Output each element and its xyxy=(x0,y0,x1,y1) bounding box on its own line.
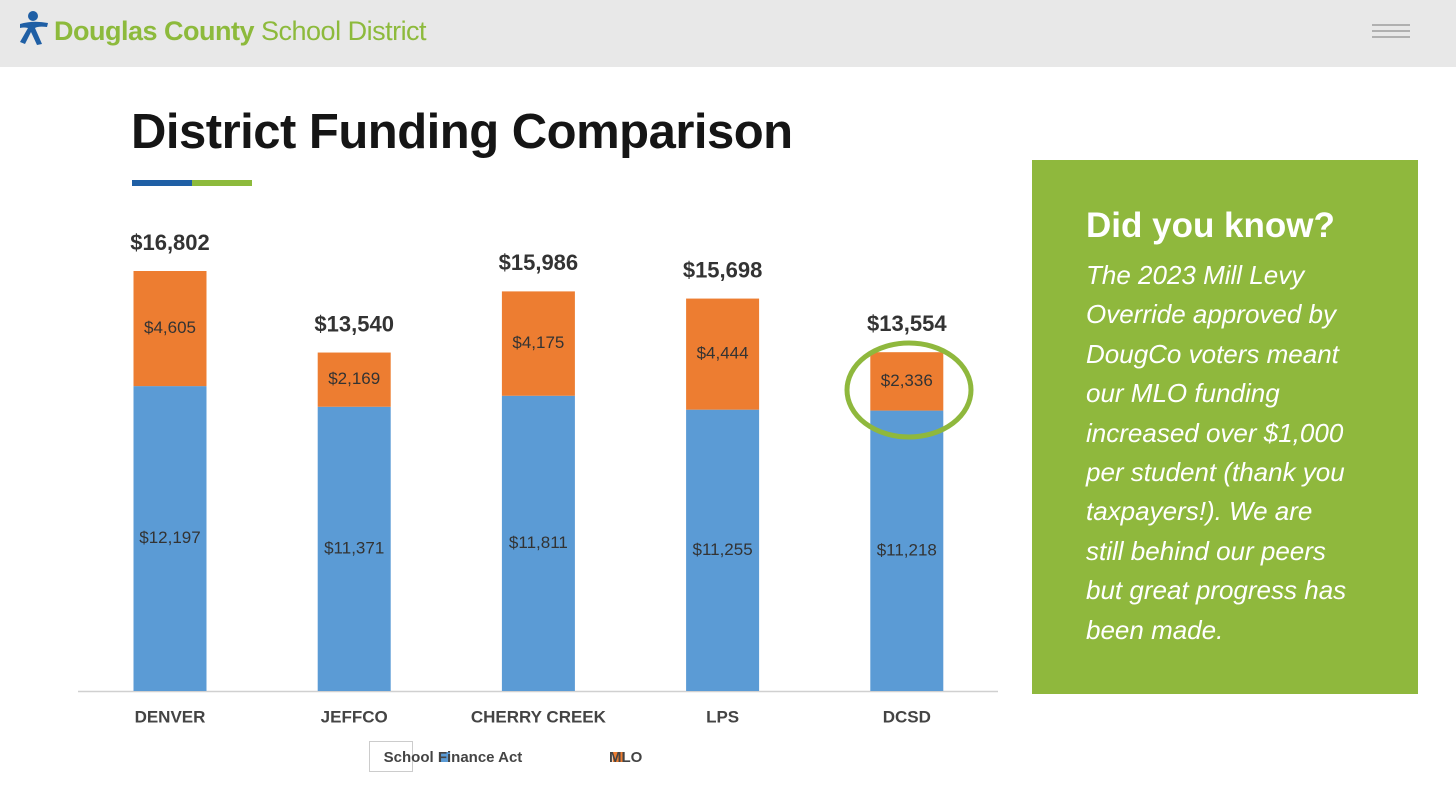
menu-button[interactable] xyxy=(1372,20,1410,40)
highlight-circle xyxy=(844,340,974,440)
value-label: $4,605 xyxy=(144,318,196,337)
legend-swatch xyxy=(612,752,623,762)
callout-line: taxpayers!). We are xyxy=(1086,496,1313,527)
callout-line: increased over $1,000 xyxy=(1086,417,1344,448)
bar-segment xyxy=(686,409,760,691)
total-label: $15,986 xyxy=(499,250,579,275)
callout-line: our MLO funding xyxy=(1086,378,1280,409)
value-label: $4,175 xyxy=(512,333,564,352)
callout-line: been made. xyxy=(1086,614,1224,645)
legend-box xyxy=(369,741,413,772)
callout-line: DougCo voters meant xyxy=(1086,338,1339,369)
callout-body: The 2023 Mill Levy Override approved by Do… xyxy=(1086,256,1346,650)
bar-segment xyxy=(133,271,207,387)
bar-segment xyxy=(317,406,391,691)
header: Douglas County School District xyxy=(0,0,1456,67)
x-tick-label: DENVER xyxy=(135,707,206,726)
value-label: $2,169 xyxy=(328,369,380,388)
bar-segment xyxy=(133,386,207,691)
x-tick-label: LPS xyxy=(706,707,739,726)
bar-segment xyxy=(870,410,944,691)
callout: Did you know? The 2023 Mill Levy Override… xyxy=(1032,160,1418,694)
value-label: $12,197 xyxy=(139,528,200,547)
x-tick-label: CHERRY CREEK xyxy=(471,707,607,726)
chart: $12,197 $4,605 $16,802 DENVER $11,371 $2,169 $… xyxy=(78,230,998,772)
value-label: $11,218 xyxy=(877,540,937,559)
bar-segment xyxy=(317,352,391,407)
legend-swatch xyxy=(440,752,450,762)
total-label: $15,698 xyxy=(683,257,763,282)
bar-segment xyxy=(501,291,575,396)
underline xyxy=(192,180,252,186)
value-label: $4,444 xyxy=(697,344,749,363)
callout-title: Did you know? xyxy=(1086,206,1335,245)
x-tick-label: DCSD xyxy=(883,707,931,726)
brand[interactable]: Douglas County School District xyxy=(54,16,427,47)
page-heading: District Funding Comparison xyxy=(131,105,793,159)
bar-segment xyxy=(501,395,575,691)
callout-line: The 2023 Mill Levy xyxy=(1086,260,1305,290)
total-label: $16,802 xyxy=(130,230,210,255)
bar-segment xyxy=(870,352,944,411)
value-label: $11,811 xyxy=(509,533,568,552)
value-label: $11,371 xyxy=(324,538,384,557)
bar-segment xyxy=(686,298,760,410)
underline xyxy=(132,180,192,186)
callout-line: still behind our peers xyxy=(1086,535,1326,566)
value-label: $2,336 xyxy=(881,371,933,390)
legend-label: School Finance Act xyxy=(384,749,523,766)
callout-line: Override approved by xyxy=(1086,299,1337,330)
total-label: $13,554 xyxy=(867,311,947,336)
callout-line: but great progress has xyxy=(1086,575,1347,606)
total-label: $13,540 xyxy=(314,311,394,336)
value-label: $11,255 xyxy=(692,540,752,559)
legend-label: MLO xyxy=(609,749,643,766)
logo-icon xyxy=(20,11,48,45)
brand-bold: Douglas County xyxy=(54,16,255,46)
brand-light: School District xyxy=(261,16,427,46)
x-tick-label: JEFFCO xyxy=(321,707,388,726)
callout-line: per student (thank you xyxy=(1086,457,1345,488)
